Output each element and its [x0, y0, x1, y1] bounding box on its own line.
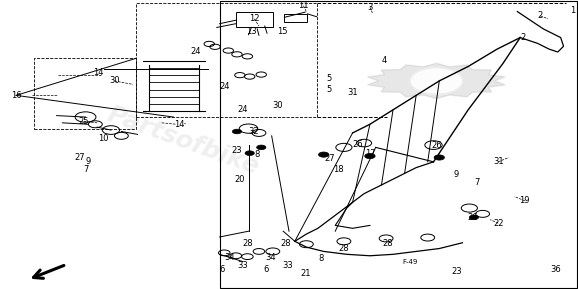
Text: 14: 14 — [174, 120, 184, 129]
Bar — [284, 14, 307, 22]
Bar — [220, 1, 577, 288]
Text: 24: 24 — [219, 82, 229, 91]
Text: 8: 8 — [318, 254, 324, 263]
Text: 14: 14 — [93, 68, 103, 77]
Text: 27: 27 — [324, 154, 335, 164]
Text: 4: 4 — [381, 56, 387, 65]
Text: 25: 25 — [79, 117, 89, 126]
Bar — [34, 58, 136, 129]
Text: 26: 26 — [352, 140, 362, 149]
Bar — [136, 3, 317, 117]
Text: 9: 9 — [85, 157, 91, 166]
Text: 28: 28 — [382, 239, 392, 248]
Text: 8: 8 — [254, 150, 260, 159]
Text: 36: 36 — [551, 265, 561, 274]
Text: 28: 28 — [281, 239, 291, 248]
Text: 2: 2 — [538, 11, 543, 21]
Text: 31: 31 — [347, 88, 358, 97]
Circle shape — [318, 152, 329, 157]
Text: 31: 31 — [493, 157, 503, 166]
Circle shape — [245, 151, 254, 155]
Text: 20: 20 — [235, 175, 245, 184]
Circle shape — [410, 68, 462, 94]
Text: 10: 10 — [98, 134, 108, 143]
Text: 33: 33 — [283, 261, 293, 270]
Text: 30: 30 — [272, 101, 283, 110]
Text: 3: 3 — [367, 3, 373, 12]
Text: 26: 26 — [432, 141, 442, 150]
Text: 5: 5 — [327, 73, 332, 83]
Text: 27: 27 — [75, 153, 85, 162]
Circle shape — [232, 129, 242, 134]
Text: 13: 13 — [246, 27, 257, 36]
Text: 21: 21 — [300, 268, 310, 278]
Text: Partsofbike: Partsofbike — [104, 102, 263, 179]
Text: 7: 7 — [474, 177, 480, 187]
Text: 11: 11 — [298, 1, 309, 10]
Text: 23: 23 — [451, 267, 462, 276]
Circle shape — [434, 155, 444, 160]
Text: 9: 9 — [454, 170, 460, 179]
Text: 34: 34 — [225, 253, 235, 262]
Text: 16: 16 — [11, 91, 21, 100]
Text: 28: 28 — [339, 244, 349, 253]
Text: 12: 12 — [249, 14, 260, 23]
Text: 6: 6 — [263, 265, 269, 274]
Text: 15: 15 — [277, 27, 287, 36]
Circle shape — [257, 145, 266, 150]
Circle shape — [365, 153, 375, 159]
Text: 24: 24 — [190, 47, 201, 56]
Bar — [236, 12, 273, 27]
Text: 6: 6 — [220, 265, 225, 274]
Text: F-49: F-49 — [403, 259, 418, 264]
Text: 1: 1 — [569, 5, 575, 15]
Text: 2: 2 — [520, 33, 526, 42]
Text: 33: 33 — [238, 261, 248, 270]
Circle shape — [469, 215, 479, 220]
Text: 7: 7 — [83, 164, 88, 174]
Text: 30: 30 — [109, 76, 120, 86]
Text: 5: 5 — [327, 85, 332, 94]
Text: 23: 23 — [232, 146, 242, 155]
Text: 22: 22 — [493, 218, 503, 228]
Text: 18: 18 — [333, 164, 343, 174]
Text: 19: 19 — [520, 196, 530, 205]
Text: 17: 17 — [365, 149, 375, 158]
Text: 24: 24 — [238, 105, 248, 114]
Text: 32: 32 — [248, 127, 258, 136]
Text: 34: 34 — [265, 253, 276, 262]
Text: 28: 28 — [242, 239, 253, 248]
Polygon shape — [368, 63, 505, 99]
Text: 26: 26 — [468, 213, 478, 222]
